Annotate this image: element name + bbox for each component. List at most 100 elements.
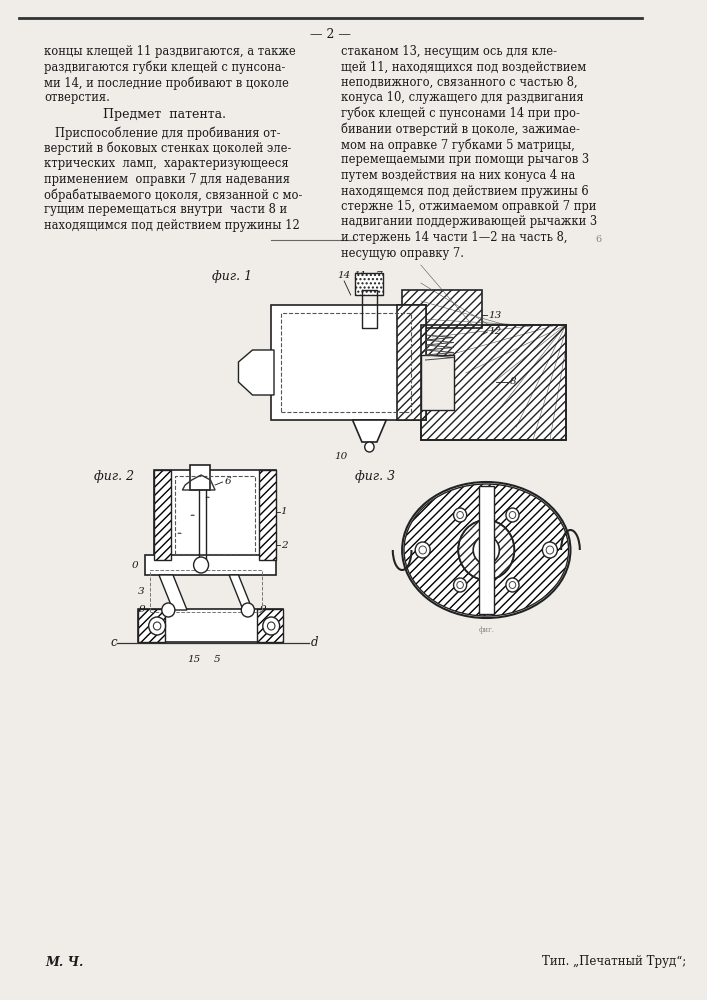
Bar bbox=[479, 486, 493, 614]
Text: 14: 14 bbox=[337, 271, 351, 280]
Circle shape bbox=[153, 622, 161, 630]
Text: М. Ч.: М. Ч. bbox=[45, 956, 83, 968]
Circle shape bbox=[457, 582, 463, 588]
Bar bbox=[259, 470, 276, 560]
Bar bbox=[175, 476, 255, 554]
Text: губок клещей с пунсонами 14 при про-: губок клещей с пунсонами 14 при про- bbox=[341, 107, 580, 120]
Bar bbox=[190, 465, 211, 490]
Circle shape bbox=[148, 617, 165, 635]
Text: фиг. 3: фиг. 3 bbox=[356, 470, 395, 483]
Text: 9: 9 bbox=[139, 605, 145, 614]
Circle shape bbox=[506, 578, 519, 592]
Text: стержне 15, отжимаемом оправкой 7 при: стержне 15, отжимаемом оправкой 7 при bbox=[341, 200, 597, 213]
Bar bbox=[421, 325, 566, 440]
Text: отверстия.: отверстия. bbox=[44, 92, 110, 104]
Circle shape bbox=[194, 557, 209, 573]
Bar bbox=[257, 609, 284, 642]
Text: и стержень 14 части 1—2 на часть 8,: и стержень 14 части 1—2 на часть 8, bbox=[341, 231, 568, 244]
Text: 12: 12 bbox=[488, 328, 501, 336]
Circle shape bbox=[162, 603, 175, 617]
Bar bbox=[281, 313, 411, 412]
Text: неподвижного, связанного с частью 8,: неподвижного, связанного с частью 8, bbox=[341, 76, 578, 89]
Bar bbox=[154, 470, 171, 560]
Text: c: c bbox=[110, 637, 117, 650]
Text: 13: 13 bbox=[488, 310, 501, 320]
Text: 8: 8 bbox=[510, 377, 516, 386]
Text: — 2 —: — 2 — bbox=[310, 28, 351, 41]
Circle shape bbox=[263, 617, 280, 635]
Bar bbox=[139, 609, 165, 642]
Bar bbox=[421, 325, 566, 440]
Polygon shape bbox=[229, 575, 252, 610]
Circle shape bbox=[454, 578, 467, 592]
Circle shape bbox=[241, 603, 255, 617]
Text: верстий в боковых стенках цоколей эле-: верстий в боковых стенках цоколей эле- bbox=[44, 141, 291, 155]
Bar bbox=[154, 470, 171, 560]
Text: 5: 5 bbox=[214, 655, 221, 664]
Circle shape bbox=[509, 512, 515, 518]
Text: 0: 0 bbox=[132, 560, 139, 570]
Text: надвигании поддерживающей рычажки 3: надвигании поддерживающей рычажки 3 bbox=[341, 216, 597, 229]
Bar bbox=[145, 555, 276, 575]
Bar bbox=[397, 305, 426, 420]
Text: применением  оправки 7 для надевания: применением оправки 7 для надевания bbox=[44, 172, 290, 186]
Text: гущим перемещаться внутри  части 8 и: гущим перемещаться внутри части 8 и bbox=[44, 204, 287, 217]
Text: конуса 10, служащего для раздвигания: конуса 10, служащего для раздвигания bbox=[341, 92, 584, 104]
Text: 3: 3 bbox=[139, 587, 145, 596]
Text: 9: 9 bbox=[260, 605, 267, 614]
Text: фиг.: фиг. bbox=[479, 626, 494, 634]
Circle shape bbox=[506, 508, 519, 522]
Text: 10: 10 bbox=[334, 452, 348, 461]
Text: 6: 6 bbox=[595, 235, 602, 244]
Circle shape bbox=[546, 546, 554, 554]
Circle shape bbox=[509, 582, 515, 588]
Text: Тип. „Печатный Труд“;: Тип. „Печатный Труд“; bbox=[542, 956, 686, 968]
Circle shape bbox=[458, 520, 515, 580]
Text: 15: 15 bbox=[187, 655, 200, 664]
Bar bbox=[402, 290, 481, 328]
Ellipse shape bbox=[404, 484, 568, 616]
Polygon shape bbox=[353, 420, 386, 442]
Circle shape bbox=[542, 542, 557, 558]
Polygon shape bbox=[159, 575, 187, 610]
Text: 1: 1 bbox=[281, 508, 287, 516]
Circle shape bbox=[457, 512, 463, 518]
Bar bbox=[150, 570, 262, 612]
Text: находящимся под действием пружины 12: находящимся под действием пружины 12 bbox=[44, 219, 300, 232]
Bar bbox=[139, 609, 165, 642]
Text: раздвигаются губки клещей с пунсона-: раздвигаются губки клещей с пунсона- bbox=[44, 60, 286, 74]
Text: стаканом 13, несущим ось для кле-: стаканом 13, несущим ось для кле- bbox=[341, 45, 557, 58]
Text: находящемся под действием пружины 6: находящемся под действием пружины 6 bbox=[341, 184, 589, 198]
Text: d: d bbox=[310, 637, 318, 650]
Text: Предмет  патента.: Предмет патента. bbox=[103, 108, 226, 121]
Text: путем воздействия на них конуса 4 на: путем воздействия на них конуса 4 на bbox=[341, 169, 575, 182]
Text: 7: 7 bbox=[375, 271, 382, 280]
Text: щей 11, находящихся под воздействием: щей 11, находящихся под воздействием bbox=[341, 60, 587, 74]
Text: обрабатываемого цоколя, связанной с мо-: обрабатываемого цоколя, связанной с мо- bbox=[44, 188, 303, 202]
Text: 6: 6 bbox=[224, 478, 231, 487]
Bar bbox=[421, 355, 454, 410]
Text: ми 14, и последние пробивают в цоколе: ми 14, и последние пробивают в цоколе bbox=[44, 76, 289, 90]
Bar bbox=[259, 470, 276, 560]
Bar bbox=[356, 273, 383, 295]
Ellipse shape bbox=[402, 482, 571, 618]
Text: мом на оправке 7 губками 5 матрицы,: мом на оправке 7 губками 5 матрицы, bbox=[341, 138, 575, 151]
Circle shape bbox=[454, 508, 467, 522]
Text: несущую оправку 7.: несущую оправку 7. bbox=[341, 246, 464, 259]
Text: фиг. 1: фиг. 1 bbox=[212, 270, 252, 283]
Text: концы клещей 11 раздвигаются, а также: концы клещей 11 раздвигаются, а также bbox=[44, 45, 296, 58]
Circle shape bbox=[267, 622, 275, 630]
Circle shape bbox=[473, 536, 499, 564]
Bar bbox=[154, 470, 276, 560]
Bar bbox=[397, 305, 426, 420]
Text: бивании отверстий в цоколе, зажимае-: бивании отверстий в цоколе, зажимае- bbox=[341, 122, 580, 136]
Circle shape bbox=[415, 542, 430, 558]
Text: фиг. 2: фиг. 2 bbox=[93, 470, 134, 483]
Bar bbox=[139, 609, 284, 642]
Text: 2: 2 bbox=[281, 540, 287, 550]
Text: Приспособление для пробивания от-: Приспособление для пробивания от- bbox=[44, 126, 281, 139]
Circle shape bbox=[365, 442, 374, 452]
Text: 11: 11 bbox=[354, 271, 367, 280]
Circle shape bbox=[419, 546, 426, 554]
Bar bbox=[271, 305, 426, 420]
